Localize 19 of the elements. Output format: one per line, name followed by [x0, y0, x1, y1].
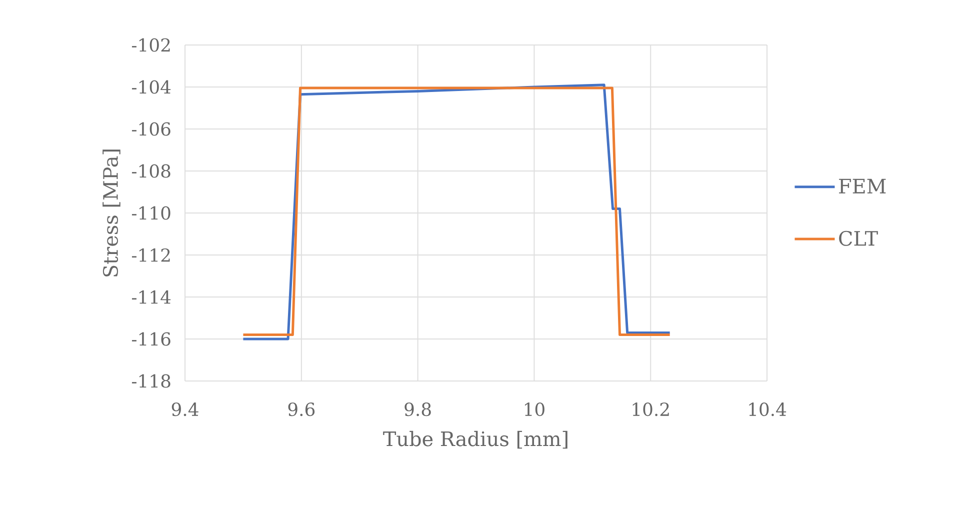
legend-label: FEM	[839, 178, 886, 194]
y-tick-label: -108	[132, 164, 170, 178]
x-tick-label: 10.2	[632, 402, 669, 416]
y-axis-title: Stress [MPa]	[102, 150, 120, 276]
y-tick-label: -110	[132, 206, 170, 220]
x-tick-label: 9.6	[288, 402, 315, 416]
y-tick-label: -112	[132, 248, 170, 262]
x-tick-label: 9.4	[172, 402, 198, 416]
y-tick-label: -114	[132, 290, 171, 304]
y-tick-label: -102	[132, 38, 170, 52]
x-tick-label: 9.8	[404, 402, 431, 416]
x-axis-title: Tube Radius [mm]	[383, 430, 568, 449]
y-tick-label: -106	[132, 122, 170, 136]
y-tick-label: -116	[132, 332, 170, 346]
x-tick-label: 10.4	[749, 402, 786, 416]
y-tick-label: -104	[132, 80, 171, 94]
x-tick-label: 10	[524, 402, 544, 416]
y-tick-label: -118	[132, 374, 170, 388]
legend-label: CLT	[839, 230, 878, 246]
